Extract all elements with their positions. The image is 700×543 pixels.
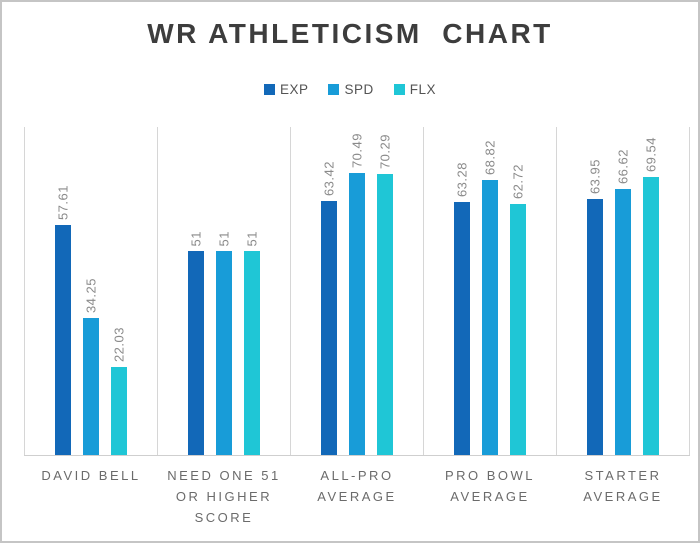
category-label: PRO BOWL AVERAGE [444,468,536,504]
legend-item-flx: FLX [393,82,437,97]
category-panel: 63.42 70.49 70.29 ALL-PRO AVERAGE [291,127,424,504]
bar-value-label: 68.82 [482,139,498,175]
bar-value-label: 51 [244,230,260,246]
category-label: DAVID BELL [41,468,141,483]
bar-value-label: 63.42 [321,160,337,196]
bar-exp: 63.95 [587,159,603,455]
category-panel: 63.95 66.62 69.54 STARTER AVERAGE [557,127,690,504]
bar-exp: 63.28 [454,162,470,455]
bar-flx: 69.54 [643,137,659,455]
bar-spd: 68.82 [482,140,498,455]
x-axis-line [24,455,690,456]
category-label: STARTER AVERAGE [583,468,663,504]
legend-label: FLX [409,82,437,97]
chart-title: WR ATHLETICISM CHART [147,18,553,49]
bar-value-label: 66.62 [615,148,631,184]
bar-value-label: 63.95 [587,158,603,194]
bar-flx: 70.29 [377,134,393,455]
bar-value-label: 70.49 [349,132,365,168]
bar-spd: 66.62 [615,149,631,455]
bars-group: 63.95 66.62 69.54 [557,127,689,455]
bars-group: 57.61 34.25 22.03 [25,127,157,455]
bar-value-label: 51 [216,230,232,246]
legend-color-swatch-icon [263,84,275,95]
bar-spd: 34.25 [83,278,99,455]
category-panel: 57.61 34.25 22.03 DAVID BELL [25,127,158,483]
bar-value-label: 22.03 [111,326,127,362]
plot-area: 57.61 34.25 22.03 DAVID BELL 51 51 51 NEED ONE … [24,127,690,525]
legend-color-swatch-icon [328,84,340,95]
legend-label: EXP [279,82,309,97]
bars-group: 51 51 51 [158,127,290,455]
legend-item-exp: EXP [263,82,309,97]
legend: EXP SPD FLX [2,82,698,97]
bar-value-label: 51 [188,230,204,246]
bar-value-label: 57.61 [55,184,71,220]
bar-value-label: 70.29 [377,133,393,169]
bar-flx: 62.72 [510,164,526,455]
category-label: ALL-PRO AVERAGE [317,468,397,504]
bar-flx: 22.03 [111,327,127,455]
legend-color-swatch-icon [393,84,405,95]
bar-spd: 70.49 [349,133,365,455]
bar-exp: 63.42 [321,161,337,455]
bar-value-label: 63.28 [454,161,470,197]
legend-item-spd: SPD [328,82,373,97]
category-label: NEED ONE 51 OR HIGHER SCORE [167,468,281,525]
legend-label: SPD [344,82,374,97]
bar-value-label: 69.54 [643,136,659,172]
bar-flx: 51 [244,231,260,455]
bars-group: 63.28 68.82 62.72 [424,127,556,455]
bar-value-label: 34.25 [83,277,99,313]
bar-exp: 51 [188,231,204,455]
category-panel: 63.28 68.82 62.72 PRO BOWL AVERAGE [424,127,557,504]
bar-spd: 51 [216,231,232,455]
bar-exp: 57.61 [55,185,71,455]
bar-value-label: 62.72 [510,163,526,199]
bars-group: 63.42 70.49 70.29 [291,127,423,455]
category-panel: 51 51 51 NEED ONE 51 OR HIGHER SCORE [158,127,291,525]
